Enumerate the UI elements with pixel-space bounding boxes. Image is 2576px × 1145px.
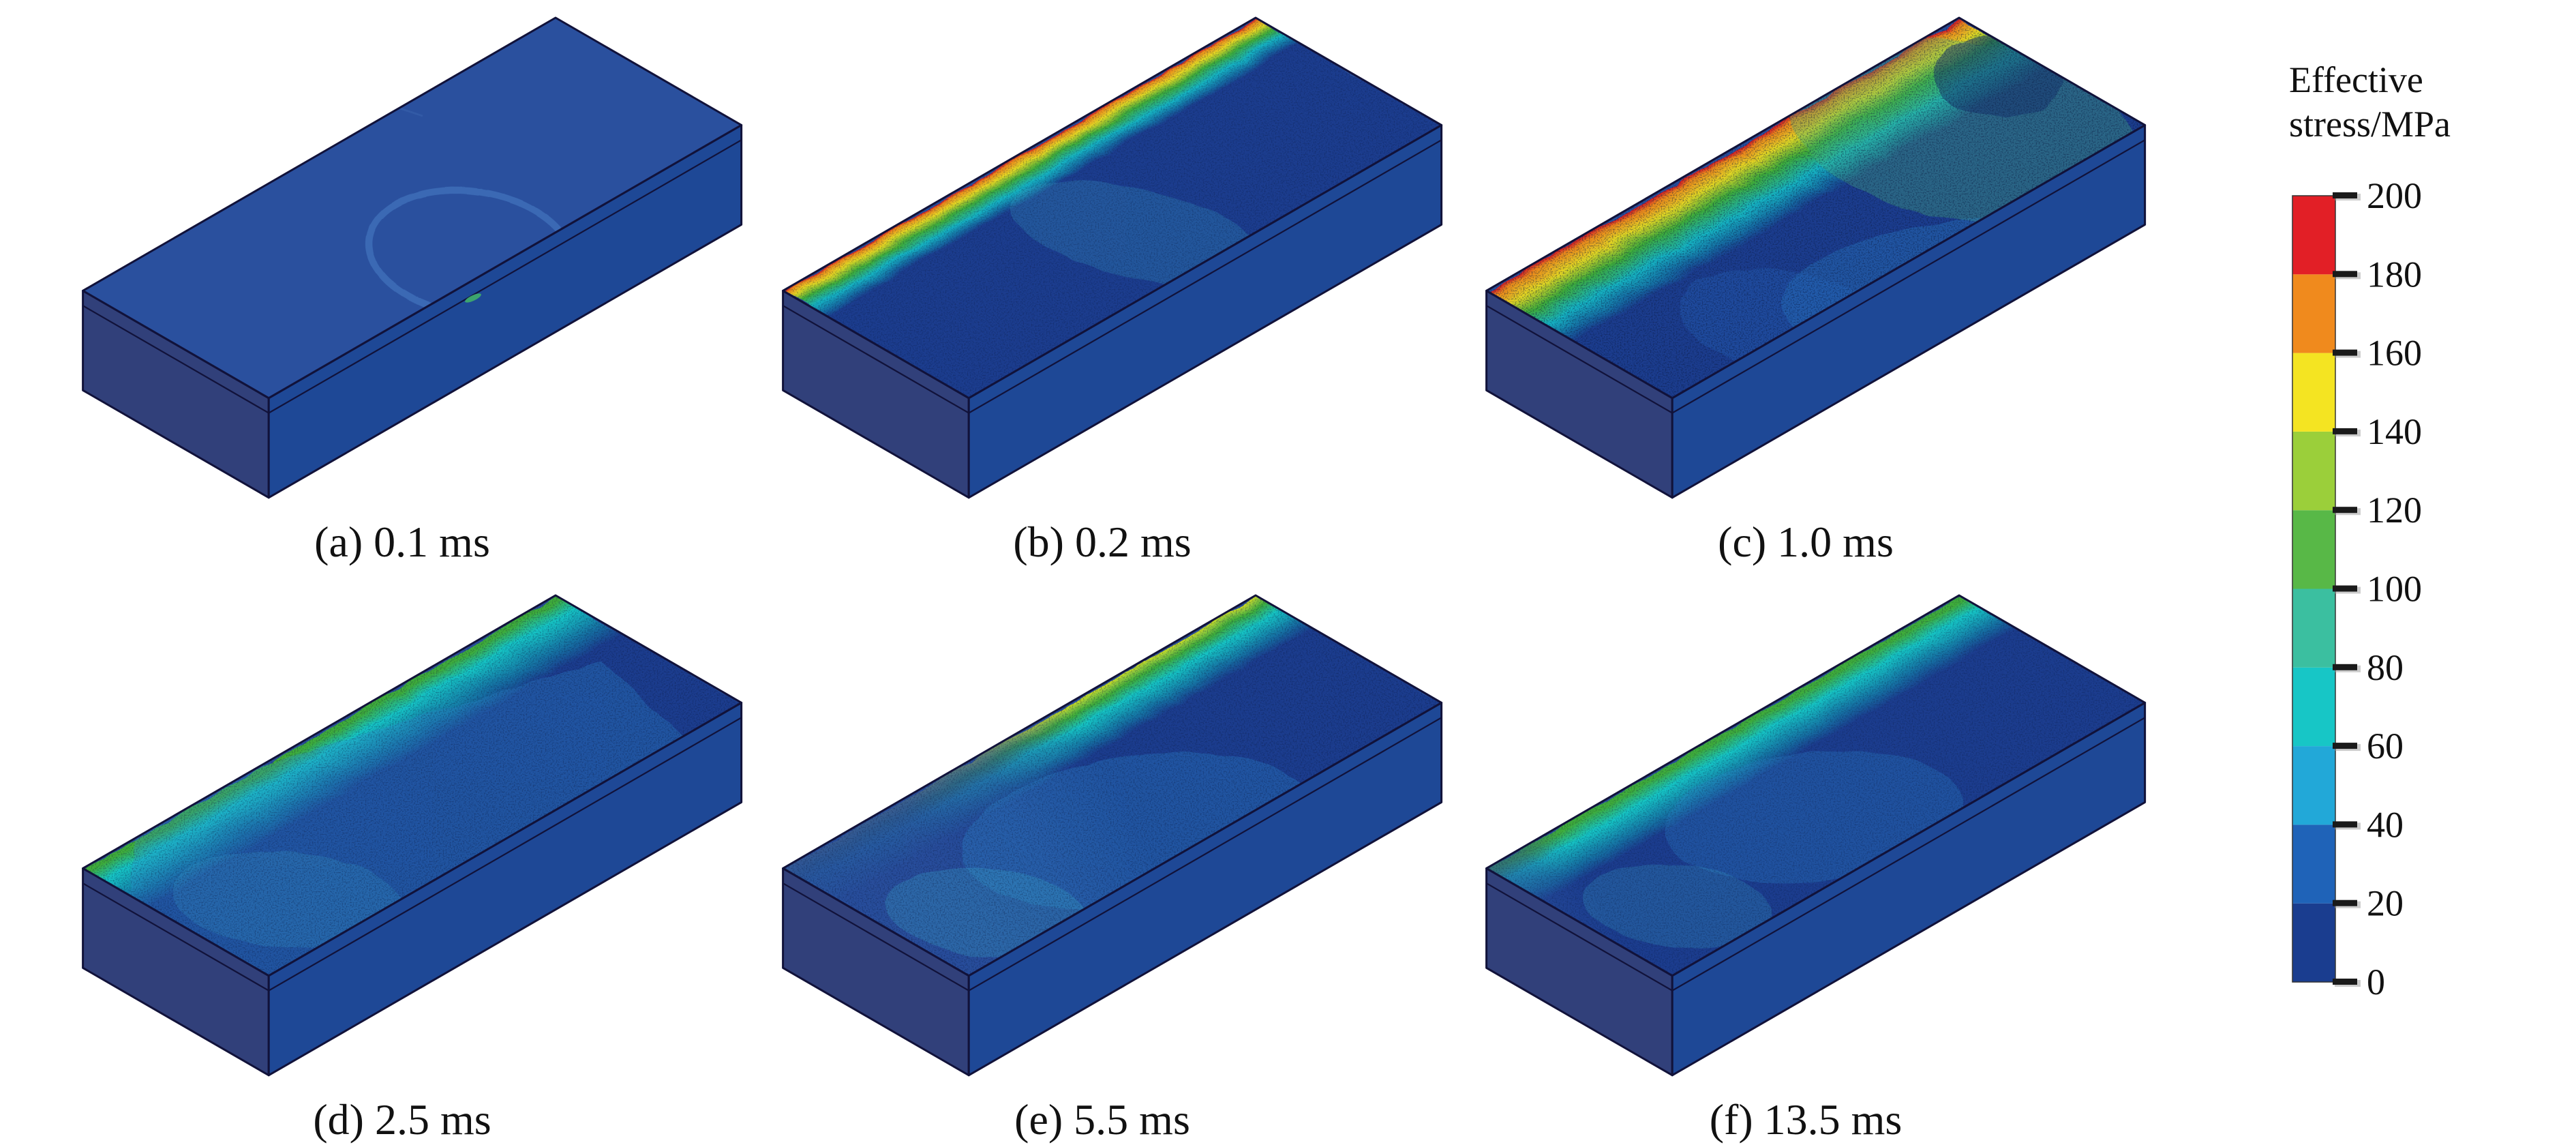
svg-text:100: 100 xyxy=(2367,569,2422,610)
svg-text:180: 180 xyxy=(2367,254,2422,295)
svg-text:60: 60 xyxy=(2367,726,2404,767)
svg-text:160: 160 xyxy=(2367,333,2422,374)
svg-text:0: 0 xyxy=(2367,962,2385,996)
svg-text:20: 20 xyxy=(2367,883,2404,924)
svg-text:140: 140 xyxy=(2367,411,2422,452)
svg-text:40: 40 xyxy=(2367,804,2404,845)
svg-text:200: 200 xyxy=(2367,182,2422,216)
svg-text:120: 120 xyxy=(2367,490,2422,531)
svg-text:80: 80 xyxy=(2367,647,2404,688)
